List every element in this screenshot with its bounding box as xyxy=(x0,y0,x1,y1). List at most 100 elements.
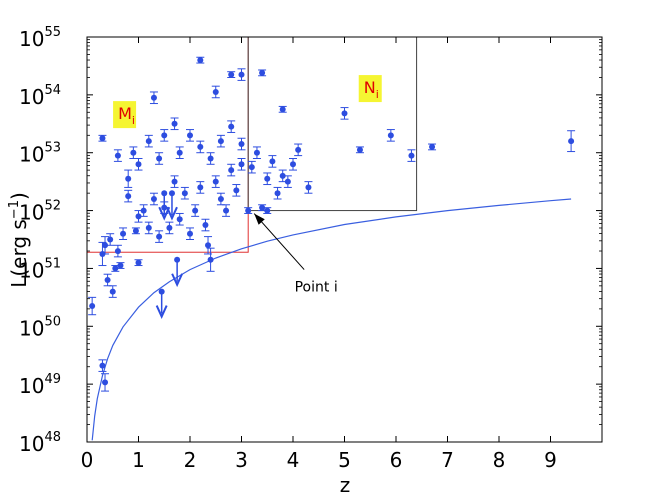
y-tick-base: 10 xyxy=(19,258,44,282)
y-tick-base: 10 xyxy=(19,432,44,456)
point-marker xyxy=(228,71,235,78)
point-marker xyxy=(145,224,152,231)
upper-limit xyxy=(155,288,168,319)
y-axis-title: L(erg s−1) xyxy=(7,192,31,288)
point-marker xyxy=(135,259,142,266)
point-marker xyxy=(212,88,219,95)
upper-limit-arrow xyxy=(166,206,178,221)
data-point xyxy=(206,152,215,165)
point-marker xyxy=(259,204,266,211)
point-marker xyxy=(290,161,296,168)
point-marker xyxy=(223,207,230,214)
data-point xyxy=(106,233,115,246)
data-point xyxy=(216,192,225,206)
point-marker xyxy=(341,110,348,117)
x-tick-label: 0 xyxy=(81,448,94,472)
point-marker xyxy=(181,190,188,197)
data-point xyxy=(227,163,236,177)
data-point xyxy=(258,204,267,212)
point-marker xyxy=(145,138,152,145)
upper-limit-arrow xyxy=(155,305,168,319)
point-marker xyxy=(125,175,132,182)
data-point xyxy=(113,244,122,258)
point-marker xyxy=(171,120,178,127)
point-marker xyxy=(217,196,224,202)
data-point xyxy=(227,120,236,133)
point-marker xyxy=(187,132,193,139)
data-point xyxy=(155,152,164,165)
y-tick-base: 10 xyxy=(19,201,44,225)
point-marker xyxy=(130,149,137,156)
x-tick-label: 3 xyxy=(235,448,248,472)
data-point xyxy=(149,192,158,206)
data-point xyxy=(263,172,272,186)
data-point xyxy=(139,204,148,217)
point-marker xyxy=(102,379,109,386)
point-marker xyxy=(387,132,394,139)
point-marker xyxy=(192,207,199,214)
y-tick-label: 1052 xyxy=(19,199,61,225)
data-point xyxy=(186,129,194,142)
point-marker xyxy=(207,155,214,162)
point-marker xyxy=(274,190,281,197)
upper-limit xyxy=(166,190,178,221)
y-tick-base: 10 xyxy=(19,27,44,51)
point-marker xyxy=(253,149,260,156)
data-point xyxy=(170,175,179,188)
y-tick-label: 1048 xyxy=(19,430,61,456)
point-marker xyxy=(233,187,240,194)
upper-limit xyxy=(171,256,184,288)
annotation-group: Point i xyxy=(253,213,338,296)
data-point xyxy=(191,204,200,217)
point-marker xyxy=(161,132,168,139)
point-marker xyxy=(356,146,363,153)
data-point xyxy=(222,204,231,217)
point-marker xyxy=(259,69,266,76)
point-marker xyxy=(269,158,276,165)
upper-limits-group xyxy=(155,190,184,319)
data-point xyxy=(124,189,133,203)
x-tick-label: 5 xyxy=(338,448,351,472)
data-point xyxy=(98,359,107,372)
data-point xyxy=(244,207,253,214)
y-axis-title-base: L(erg s xyxy=(7,219,31,288)
data-point xyxy=(278,105,287,113)
y-axis-title-close: ) xyxy=(7,192,31,200)
data-point xyxy=(149,91,158,105)
data-point xyxy=(237,137,246,151)
data-point xyxy=(134,259,143,267)
data-point xyxy=(283,175,292,188)
region-label-main: N xyxy=(364,78,376,97)
point-marker xyxy=(99,135,106,142)
data-point xyxy=(567,130,576,153)
point-marker xyxy=(197,57,204,64)
point-marker xyxy=(109,288,116,295)
point-marker xyxy=(279,172,286,179)
plot-background xyxy=(87,37,602,442)
data-point xyxy=(355,146,364,154)
data-point xyxy=(258,69,267,77)
x-axis-title: z xyxy=(340,473,351,497)
data-point xyxy=(386,129,395,142)
point-marker xyxy=(197,143,204,150)
data-point xyxy=(155,230,164,243)
data-point xyxy=(165,221,174,235)
data-point xyxy=(108,285,117,298)
y-tick-base: 10 xyxy=(19,143,44,167)
point-marker xyxy=(568,138,575,145)
y-tick-exp: 54 xyxy=(44,83,61,98)
y-tick-base: 10 xyxy=(19,316,44,340)
point-marker xyxy=(248,164,255,171)
point-marker xyxy=(207,256,214,263)
point-marker xyxy=(238,141,245,148)
data-point xyxy=(160,129,169,142)
data-point xyxy=(101,373,110,392)
point-marker xyxy=(117,262,124,269)
data-point xyxy=(196,181,205,194)
data-point xyxy=(216,134,225,148)
region-label-n: Ni xyxy=(358,75,382,103)
data-point xyxy=(237,158,246,171)
point-marker xyxy=(217,138,224,145)
data-point xyxy=(196,140,205,154)
